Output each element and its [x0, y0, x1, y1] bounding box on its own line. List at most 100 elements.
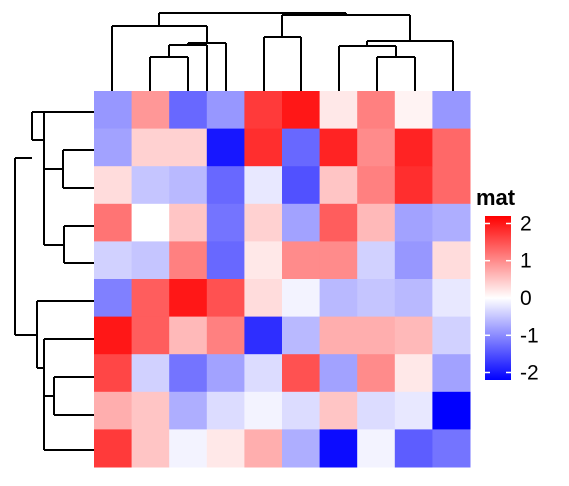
heatmap-cell [206, 354, 245, 393]
heatmap-cell [131, 429, 170, 468]
heatmap-cell [432, 128, 471, 167]
heatmap-cell [357, 316, 396, 355]
heatmap-cell [432, 91, 471, 130]
heatmap-cell [94, 241, 133, 280]
heatmap-cell [282, 203, 321, 242]
row-dendrogram [14, 111, 94, 451]
heatmap-cell [206, 166, 245, 205]
heatmap-cell [169, 166, 208, 205]
heatmap-cell [169, 279, 208, 318]
heatmap-cell [432, 429, 471, 468]
heatmap-cell [282, 91, 321, 130]
color-legend: mat 2 1 0 -1 -2 [476, 185, 539, 385]
heatmap-cell [282, 429, 321, 468]
heatmap-cell [169, 391, 208, 430]
heatmap-cell [282, 391, 321, 430]
heatmap-cell [131, 241, 170, 280]
heatmap-cell [357, 91, 396, 130]
heatmap-cell [244, 166, 283, 205]
heatmap-cell [432, 391, 471, 430]
heatmap-cell [244, 316, 283, 355]
heatmap-cell [282, 128, 321, 167]
heatmap-cell [319, 391, 358, 430]
heatmap-cell [94, 316, 133, 355]
heatmap-cell [357, 166, 396, 205]
heatmap-cell [394, 203, 433, 242]
heatmap-cell [206, 391, 245, 430]
heatmap-cell [206, 241, 245, 280]
heatmap-cell [394, 91, 433, 130]
heatmap-cell [206, 316, 245, 355]
heatmap-cell [206, 203, 245, 242]
legend-title: mat [476, 185, 516, 210]
heatmap-cell [94, 279, 133, 318]
heatmap-cell [131, 203, 170, 242]
heatmap-cell [319, 429, 358, 468]
heatmap-cell [169, 316, 208, 355]
heatmap-cell [244, 241, 283, 280]
heatmap-cell [131, 128, 170, 167]
heatmap-cell [282, 241, 321, 280]
heatmap-cell [394, 316, 433, 355]
legend-tick-label: 0 [520, 287, 532, 310]
heatmap-cell [432, 279, 471, 318]
heatmap-cell [94, 91, 133, 130]
heatmap-cell [206, 128, 245, 167]
heatmap-cell [131, 354, 170, 393]
heatmap-cell [94, 391, 133, 430]
heatmap-cell [432, 166, 471, 205]
heatmap-cell [244, 429, 283, 468]
heatmap-cell [131, 91, 170, 130]
heatmap-cell [169, 241, 208, 280]
heatmap-cell [319, 91, 358, 130]
heatmap-cell [319, 203, 358, 242]
heatmap-cell [319, 128, 358, 167]
heatmap-cell [94, 354, 133, 393]
heatmap-cell [394, 241, 433, 280]
heatmap-cell [131, 279, 170, 318]
heatmap-cell [357, 279, 396, 318]
heatmap-cell [282, 166, 321, 205]
heatmap-cell [131, 166, 170, 205]
heatmap-cell [131, 316, 170, 355]
heatmap-cell [319, 166, 358, 205]
heatmap-cell [244, 91, 283, 130]
heatmap-cell [206, 91, 245, 130]
heatmap-cell [206, 429, 245, 468]
legend-tick-label: -1 [520, 324, 539, 347]
heatmap-cell [244, 354, 283, 393]
legend-tick-label: 1 [520, 250, 532, 273]
heatmap-cell [394, 128, 433, 167]
heatmap-cell [244, 279, 283, 318]
heatmap-cell [244, 203, 283, 242]
heatmap-cell [357, 128, 396, 167]
heatmap-cell [244, 391, 283, 430]
heatmap-cell [94, 166, 133, 205]
heatmap-cell [282, 279, 321, 318]
heatmap-cell [432, 354, 471, 393]
heatmap-cell [319, 316, 358, 355]
heatmap-cell [394, 166, 433, 205]
heatmap-cell [169, 128, 208, 167]
heatmap-cell [244, 128, 283, 167]
heatmap-cell [319, 241, 358, 280]
heatmap-cell [282, 354, 321, 393]
heatmap-cell [357, 429, 396, 468]
heatmap-cell [394, 391, 433, 430]
heatmap-cell [169, 91, 208, 130]
heatmap-cell [169, 429, 208, 468]
legend-ticks: 2 1 0 -1 -2 [485, 213, 539, 385]
heatmap-cell [94, 203, 133, 242]
heatmap-cell [357, 203, 396, 242]
heatmap-cell [94, 429, 133, 468]
heatmap-cell [282, 316, 321, 355]
heatmap-cell [357, 241, 396, 280]
heatmap-cell [131, 391, 170, 430]
heatmap-cell [319, 354, 358, 393]
heatmap-cell [319, 279, 358, 318]
legend-tick-label: -2 [520, 362, 539, 385]
column-dendrogram [111, 12, 454, 91]
heatmap-cell [169, 203, 208, 242]
heatmap-cell [432, 316, 471, 355]
